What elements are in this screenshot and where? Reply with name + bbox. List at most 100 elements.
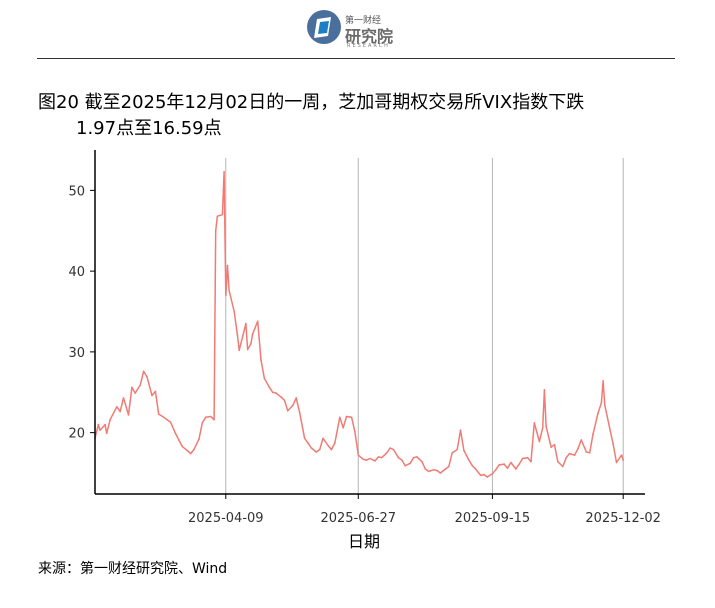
vix-data-point [456, 448, 459, 451]
vix-data-point [157, 413, 160, 415]
vix-data-point [503, 463, 505, 465]
vix-data-point [448, 465, 450, 468]
vix-data-point [193, 448, 195, 451]
y-tick-label: 20 [68, 427, 85, 442]
figure-title: 图20 截至2025年12月02日的一周，芝加哥期权交易所VIX指数下跌 1.9… [38, 90, 678, 142]
vix-data-point [620, 454, 623, 457]
vix-series-line [94, 171, 624, 478]
vix-data-point [250, 343, 252, 345]
vix-data-point [225, 294, 227, 297]
vix-data-point [573, 454, 576, 457]
vix-data-point [310, 447, 313, 449]
vix-data-point [109, 418, 111, 421]
figure-title-line2: 1.97点至16.59点 [76, 118, 222, 139]
logo-sub-text: RESEARCH [347, 43, 390, 49]
vix-data-point [538, 440, 541, 443]
vix-data-point [416, 456, 418, 458]
vix-data-point [498, 464, 500, 466]
vix-data-point [268, 386, 271, 389]
vix-data-point [588, 452, 591, 454]
vix-data-point [585, 451, 588, 453]
vix-data-point [354, 431, 356, 433]
vix-data-point [365, 459, 368, 461]
vix-data-point [134, 392, 136, 394]
vix-data-point [622, 459, 624, 461]
vix-data-point [350, 416, 353, 419]
vix-data-point [609, 427, 611, 430]
vix-data-point [327, 444, 329, 447]
vix-data-point [362, 458, 365, 461]
vix-data-point [597, 412, 599, 415]
vix-data-point [479, 474, 482, 477]
vix-data-point [295, 397, 298, 399]
vix-data-point [530, 460, 532, 463]
logo-book-icon [314, 17, 331, 38]
logo-badge-icon [307, 10, 341, 44]
vix-data-point [491, 473, 494, 475]
vix-data-point [178, 439, 180, 441]
vix-data-point [345, 415, 348, 418]
logo-top-text: 第一财经 [345, 16, 382, 26]
vix-data-point [142, 370, 145, 373]
vix-series-points [94, 171, 624, 478]
vix-data-point [169, 421, 172, 423]
vix-data-point [228, 289, 230, 292]
x-tick-label: 2025-06-27 [320, 511, 396, 526]
vix-data-point [303, 437, 306, 440]
vix-data-point [198, 438, 200, 440]
vix-data-point [154, 390, 157, 393]
vix-data-point [166, 418, 168, 421]
vix-data-point [105, 432, 108, 435]
vix-data-point [292, 404, 294, 407]
vix-data-point [307, 442, 309, 444]
vix-data-point [389, 447, 391, 449]
vix-data-point [604, 404, 606, 407]
vix-data-point [543, 389, 546, 391]
vix-data-point [131, 386, 133, 389]
vix-data-point [216, 215, 219, 217]
vix-data-point [204, 416, 207, 419]
vix-data-point [275, 392, 277, 394]
vix-data-point [211, 417, 214, 419]
vix-data-point [459, 429, 462, 432]
vix-data-point [342, 427, 345, 429]
vix-data-point [444, 468, 447, 470]
vix-data-point [468, 459, 470, 461]
vix-data-point [245, 322, 247, 325]
vix-data-point [236, 334, 239, 337]
vix-data-point [483, 473, 485, 476]
figure-title-line1: 图20 截至2025年12月02日的一周，芝加哥期权交易所VIX指数下跌 [38, 92, 585, 113]
vix-data-point [392, 448, 395, 451]
vix-data-point [612, 443, 614, 445]
vix-data-point [380, 456, 383, 459]
x-tick-label: 2025-09-15 [455, 511, 531, 526]
vix-data-point [233, 310, 235, 313]
vix-data-point [377, 456, 380, 458]
vix-data-point [119, 410, 121, 413]
vix-data-point [562, 465, 564, 468]
vix-data-point [334, 442, 336, 444]
vix-data-point [568, 452, 571, 455]
x-axis-label: 日期 [348, 532, 381, 551]
vix-data-point [122, 397, 125, 399]
vix-data-point [163, 416, 165, 419]
vix-data-point [263, 377, 266, 380]
vix-data-point [510, 461, 512, 464]
vix-data-point [474, 468, 477, 470]
vix-data-point [357, 454, 360, 457]
vix-data-point [432, 469, 435, 471]
vix-data-point [104, 423, 106, 426]
vix-data-point [209, 415, 212, 418]
y-tick-label: 40 [68, 265, 85, 280]
vix-data-point [397, 456, 400, 459]
vix-data-point [330, 448, 333, 451]
vix-data-point [97, 423, 100, 426]
vix-data-point [201, 422, 204, 424]
vix-data-point [421, 460, 423, 463]
x-tick-label: 2025-12-02 [585, 511, 661, 526]
vix-data-point [315, 451, 318, 453]
vix-data-point [409, 462, 412, 465]
vix-data-point [553, 443, 556, 446]
research-logo: 第一财经 研究院 RESEARCH [307, 10, 402, 50]
header-divider [37, 58, 675, 59]
